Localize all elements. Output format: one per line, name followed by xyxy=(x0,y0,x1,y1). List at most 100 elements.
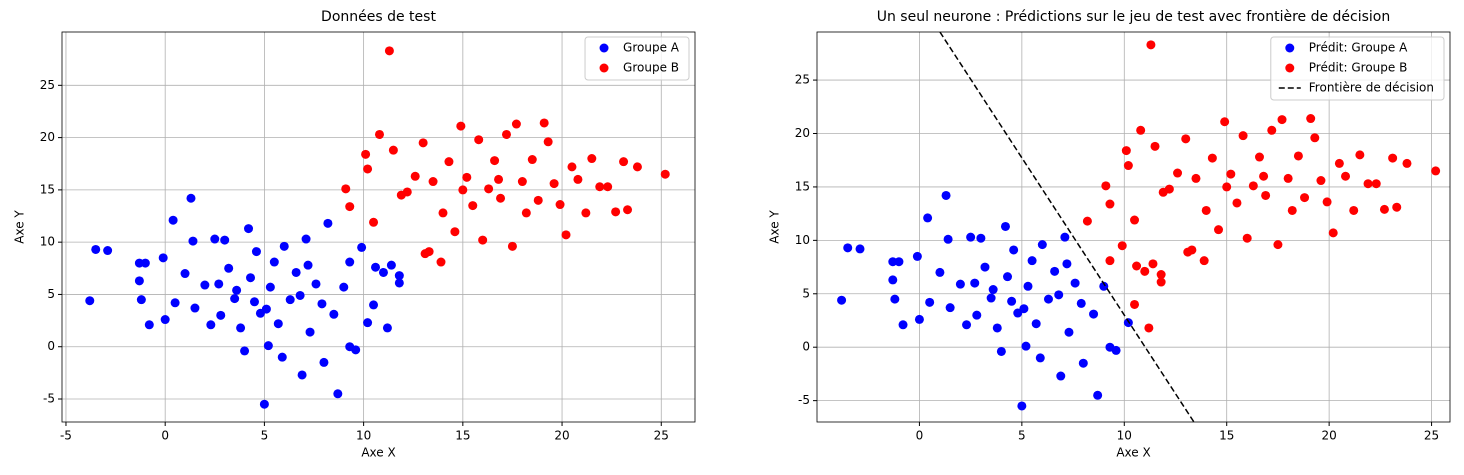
point xyxy=(1261,190,1271,200)
y-tick-label: 0 xyxy=(47,339,55,353)
point xyxy=(507,241,517,251)
point xyxy=(301,234,311,244)
point xyxy=(1140,266,1150,276)
point xyxy=(925,297,935,307)
point xyxy=(1064,327,1074,337)
legend-label: Frontière de décision xyxy=(1309,81,1434,95)
point xyxy=(1238,131,1248,141)
point xyxy=(1242,233,1252,243)
point xyxy=(345,257,355,267)
legend-label: Groupe A xyxy=(623,41,680,55)
point xyxy=(363,318,373,328)
point xyxy=(394,278,404,288)
point xyxy=(216,310,226,320)
point xyxy=(1220,117,1230,127)
legend-swatch xyxy=(599,43,609,53)
point xyxy=(980,262,990,272)
point xyxy=(230,294,240,304)
point xyxy=(251,247,261,257)
point xyxy=(1031,319,1041,329)
point xyxy=(295,290,305,300)
x-tick-label: 0 xyxy=(916,429,924,443)
point xyxy=(206,320,216,330)
point xyxy=(914,314,924,324)
point xyxy=(943,234,953,244)
axes-frame xyxy=(61,31,696,423)
point xyxy=(539,118,549,128)
point xyxy=(363,164,373,174)
point xyxy=(890,294,900,304)
point xyxy=(263,341,273,351)
point xyxy=(1146,40,1156,50)
point xyxy=(972,310,982,320)
point xyxy=(458,185,468,195)
point xyxy=(573,174,583,184)
point xyxy=(140,258,150,268)
point xyxy=(1277,115,1287,125)
point xyxy=(1181,134,1191,144)
point xyxy=(1150,141,1160,151)
point xyxy=(976,233,986,243)
point xyxy=(1043,294,1053,304)
point xyxy=(1248,181,1258,191)
point xyxy=(1078,358,1088,368)
point xyxy=(444,157,454,167)
point xyxy=(85,296,95,306)
point xyxy=(1130,215,1140,225)
point xyxy=(1089,309,1099,319)
x-tick-label: 25 xyxy=(654,429,669,443)
point xyxy=(611,207,621,217)
point xyxy=(311,279,321,289)
point xyxy=(462,172,472,182)
point xyxy=(1322,197,1332,207)
point xyxy=(361,149,371,159)
point xyxy=(619,157,629,167)
point xyxy=(402,187,412,197)
y-tick-label: -5 xyxy=(43,391,55,405)
y-tick-label: 10 xyxy=(40,235,55,249)
point xyxy=(345,202,355,212)
y-tick-label: 15 xyxy=(40,182,55,196)
subplot: 0 5 10 15 20 25 -5 0 5 10 15 20 25 Un seul neurone : … xyxy=(768,9,1451,460)
point xyxy=(955,279,965,289)
point xyxy=(623,205,633,215)
point xyxy=(1105,256,1115,266)
point xyxy=(323,218,333,228)
x-tick-label: 15 xyxy=(455,429,470,443)
point xyxy=(1054,290,1064,300)
point xyxy=(1273,240,1283,250)
point xyxy=(319,357,329,367)
point xyxy=(555,200,565,210)
point xyxy=(1105,199,1115,209)
point xyxy=(1334,158,1344,168)
x-axis-label: Axe X xyxy=(361,446,395,460)
point xyxy=(484,184,494,194)
x-tick-label: 25 xyxy=(1424,429,1439,443)
point xyxy=(888,275,898,285)
point xyxy=(277,352,287,362)
x-tick-label: 15 xyxy=(1219,429,1234,443)
x-tick-label: 0 xyxy=(161,429,169,443)
point xyxy=(843,243,853,253)
point xyxy=(374,129,384,139)
point xyxy=(1214,225,1224,235)
point xyxy=(240,346,250,356)
point xyxy=(1226,169,1236,179)
point xyxy=(450,227,460,237)
legend-frame xyxy=(584,36,690,81)
point xyxy=(966,232,976,242)
point xyxy=(1132,261,1142,271)
point xyxy=(1050,266,1060,276)
point xyxy=(1341,171,1351,181)
point xyxy=(898,320,908,330)
point xyxy=(200,280,210,290)
x-tick-label: 5 xyxy=(261,429,269,443)
x-tick-label: 20 xyxy=(1321,429,1336,443)
point xyxy=(561,230,571,240)
point xyxy=(1023,281,1033,291)
point xyxy=(935,267,945,277)
point xyxy=(357,242,367,252)
point xyxy=(418,138,428,148)
point xyxy=(351,345,361,355)
point xyxy=(912,251,922,261)
